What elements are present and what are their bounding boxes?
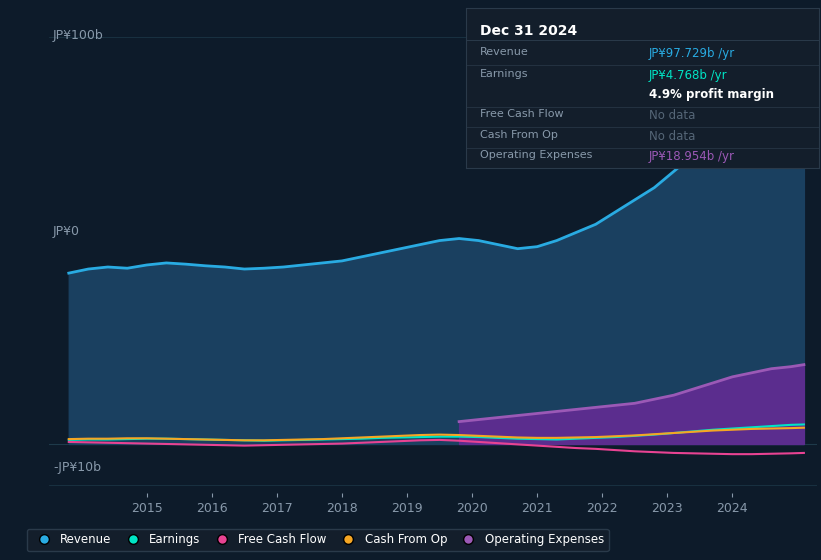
Text: JP¥0: JP¥0 [53,226,80,239]
Text: Earnings: Earnings [479,69,528,79]
Text: -JP¥10b: -JP¥10b [53,461,101,474]
Text: Cash From Op: Cash From Op [479,130,557,139]
Text: Free Cash Flow: Free Cash Flow [479,109,563,119]
Text: JP¥100b: JP¥100b [53,29,103,41]
Legend: Revenue, Earnings, Free Cash Flow, Cash From Op, Operating Expenses: Revenue, Earnings, Free Cash Flow, Cash … [27,529,609,551]
Text: 4.9% profit margin: 4.9% profit margin [649,88,774,101]
Text: JP¥97.729b /yr: JP¥97.729b /yr [649,46,736,60]
Text: JP¥4.768b /yr: JP¥4.768b /yr [649,69,727,82]
Text: Operating Expenses: Operating Expenses [479,151,592,161]
Text: No data: No data [649,109,695,122]
Text: No data: No data [649,130,695,143]
Text: Dec 31 2024: Dec 31 2024 [479,25,577,39]
Text: Revenue: Revenue [479,46,529,57]
Text: JP¥18.954b /yr: JP¥18.954b /yr [649,151,735,164]
